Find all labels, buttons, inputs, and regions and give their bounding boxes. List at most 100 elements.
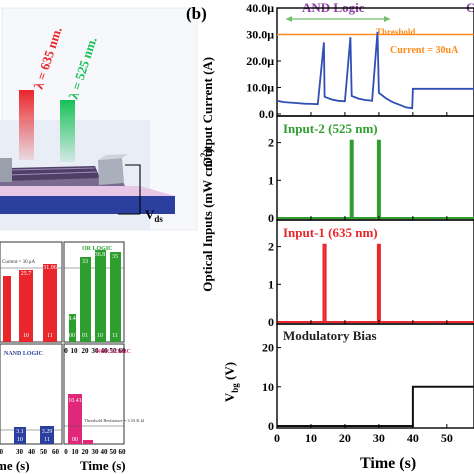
or-bar-value: 35 bbox=[112, 254, 118, 260]
y-tick-label: 2 bbox=[268, 240, 274, 254]
green-light-beam bbox=[60, 100, 75, 162]
or-x-tick: 20 bbox=[82, 347, 90, 355]
nand-x-tick: 10 bbox=[0, 448, 4, 456]
ylabel-optical: Optical Inputs (mW cm-2) bbox=[199, 148, 215, 291]
nand-x-tick: 50 bbox=[40, 448, 48, 456]
x-tick-label: 30 bbox=[373, 431, 385, 445]
or-bar bbox=[110, 252, 121, 342]
panel-b: (b) AND Logic C 0.010.0μ20.0μ30.0μ40.0μ0… bbox=[186, 0, 474, 472]
or-x-tick: 60 bbox=[119, 347, 127, 355]
nor-bar-value: 10.41 bbox=[68, 398, 82, 404]
mini-nand-chart: NAND LOGIC 3.1 10 3.29 11 10 30 40 50 60… bbox=[0, 343, 63, 473]
nand-bar-bit: 11 bbox=[44, 437, 50, 443]
series-line bbox=[277, 139, 474, 219]
nor-bar bbox=[68, 394, 82, 444]
vds-label: Vds bbox=[145, 207, 163, 224]
or-x-tick: 0 bbox=[64, 347, 68, 355]
y-tick-label: 40.0μ bbox=[246, 1, 274, 15]
nand-x-tick: 60 bbox=[52, 448, 60, 456]
y-tick-label: 10 bbox=[262, 380, 274, 394]
or-bar-bit: 01 bbox=[82, 333, 88, 339]
device-schematic: Vds λ = 635 nm. λ = 525 nm. bbox=[0, 0, 200, 231]
nor-x-tick: 30 bbox=[92, 448, 100, 456]
and-bar bbox=[19, 270, 33, 342]
nand-bar-bit: 10 bbox=[17, 437, 23, 443]
current-label: Current = 30uA bbox=[390, 45, 459, 56]
ylabel-current: Output Current (A) bbox=[200, 57, 215, 167]
nand-bar-value: 3.1 bbox=[16, 429, 24, 435]
or-bar-bit: 11 bbox=[112, 333, 118, 339]
nand-title: NAND LOGIC bbox=[4, 351, 43, 357]
panel-label-b: (b) bbox=[186, 4, 207, 23]
or-bar-value: 8.4 bbox=[68, 316, 76, 322]
or-bar bbox=[80, 257, 91, 342]
or-bar-value: 33 bbox=[82, 259, 88, 265]
nand-x-tick: 30 bbox=[16, 448, 24, 456]
series-line bbox=[277, 243, 474, 323]
or-x-tick: 10 bbox=[71, 347, 79, 355]
input2-title: Input-2 (525 nm) bbox=[283, 121, 378, 136]
series-line bbox=[276, 31, 474, 110]
mini-and-chart: Current = 30 μA 25.7 10 31.96 11 bbox=[0, 241, 63, 343]
series-line bbox=[277, 385, 474, 427]
nand-x-tick: 40 bbox=[28, 448, 36, 456]
dielectric-layer bbox=[0, 186, 175, 196]
y-tick-label: 0.0 bbox=[259, 107, 274, 121]
x-tick-label: 40 bbox=[407, 431, 419, 445]
y-tick-label: 10.0μ bbox=[246, 81, 274, 95]
nor-x-tick: 0 bbox=[64, 448, 68, 456]
nor-x-tick: 20 bbox=[82, 448, 90, 456]
y-tick-label: 30.0μ bbox=[246, 28, 274, 42]
nor-x-tick: 60 bbox=[119, 448, 127, 456]
or-x-tick: 30 bbox=[92, 347, 100, 355]
ylabel-bias: Vbg (V) bbox=[222, 362, 240, 402]
or-bar-bit: 00 bbox=[69, 333, 75, 339]
or-bar-value: 36.8 bbox=[95, 252, 106, 258]
red-light-beam bbox=[19, 90, 34, 160]
y-tick-label: 0 bbox=[268, 211, 274, 225]
or-title: OR LOGIC bbox=[82, 246, 113, 252]
nor-x-tick: 10 bbox=[72, 448, 80, 456]
and-bar-bit: 11 bbox=[47, 333, 53, 339]
input1-title: Input-1 (635 nm) bbox=[283, 225, 378, 240]
mini-xlabel-left: me (s) bbox=[0, 458, 30, 473]
nor-bar bbox=[83, 440, 93, 444]
threshold-label: Threshold bbox=[376, 27, 415, 37]
nor-title: NOR LOGIC bbox=[96, 349, 131, 355]
nor-x-tick: 40 bbox=[101, 448, 109, 456]
y-tick-label: 1 bbox=[268, 277, 274, 291]
y-tick-label: 2 bbox=[268, 136, 274, 150]
and-bar-value: 25.7 bbox=[21, 271, 32, 277]
or-x-tick: 40 bbox=[101, 347, 109, 355]
mini-xlabel-right: Time (s) bbox=[80, 458, 126, 473]
mini-logic-charts: Current = 30 μA 25.7 10 31.96 11 OR LOGI… bbox=[0, 241, 145, 473]
electrode-right bbox=[98, 158, 124, 185]
bias-title: Modulatory Bias bbox=[283, 328, 377, 343]
y-tick-label: 20.0μ bbox=[246, 54, 274, 68]
or-x-tick: 50 bbox=[110, 347, 118, 355]
xlabel-time: Time (s) bbox=[360, 455, 416, 472]
nor-x-tick: 50 bbox=[110, 448, 118, 456]
and-bar bbox=[3, 276, 11, 342]
y-tick-label: 20 bbox=[262, 341, 274, 355]
mini-nor-chart: NOR LOGIC 10.41 00 Threshold Resistance … bbox=[63, 343, 145, 473]
mini-or-chart: OR LOGIC 8.4 33 36.8 35 00 01 10 11 0 10… bbox=[63, 241, 127, 355]
and-threshold-label: Current = 30 μA bbox=[2, 260, 36, 265]
y-tick-label: 0 bbox=[268, 315, 274, 329]
substrate bbox=[0, 196, 175, 214]
subplot-bias-frame bbox=[276, 323, 474, 429]
and-bar-value: 31.96 bbox=[43, 265, 57, 271]
or-bar bbox=[69, 314, 76, 342]
or-bar bbox=[95, 250, 106, 342]
y-tick-label: 1 bbox=[268, 173, 274, 187]
and-bar-bit: 10 bbox=[23, 333, 29, 339]
nand-bar bbox=[40, 426, 54, 444]
y-tick-label: 0 bbox=[268, 419, 274, 433]
and-bar bbox=[43, 264, 57, 342]
nand-bar bbox=[14, 427, 26, 444]
x-tick-label: 20 bbox=[339, 431, 351, 445]
or-bar-bit: 10 bbox=[97, 333, 103, 339]
x-tick-label: 10 bbox=[305, 431, 317, 445]
x-tick-label: 0 bbox=[274, 431, 280, 445]
